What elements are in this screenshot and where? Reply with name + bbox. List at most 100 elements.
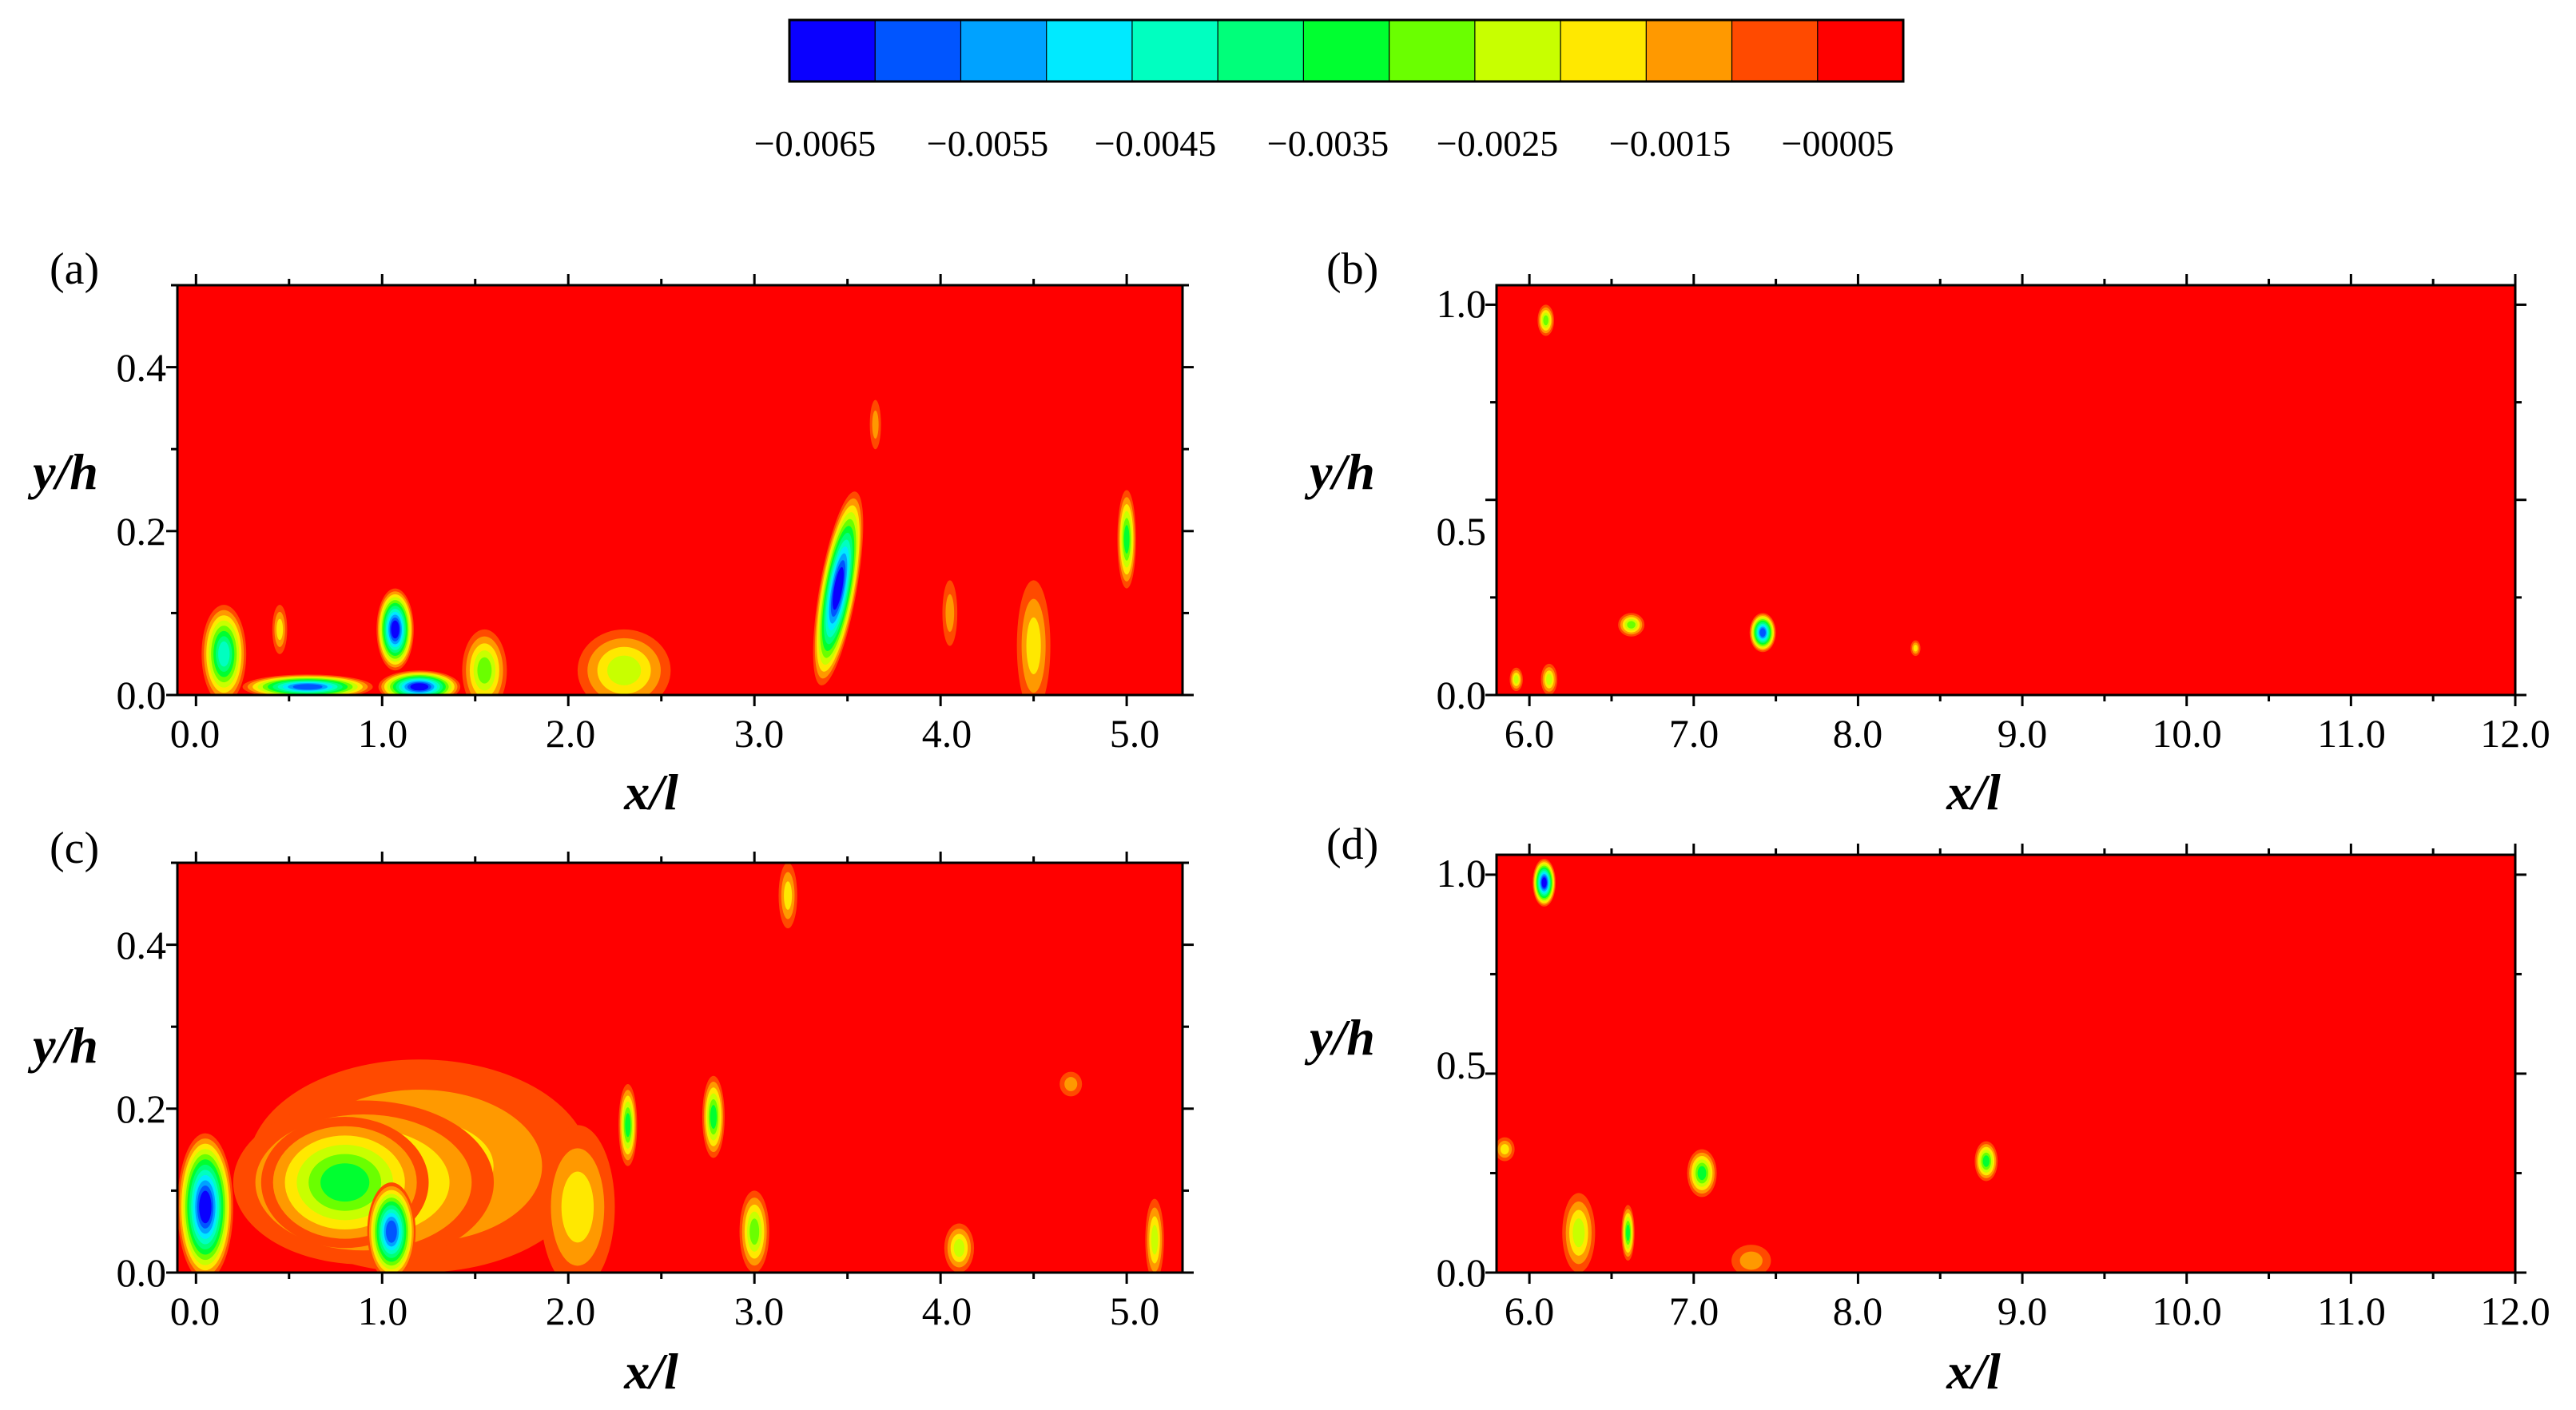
axis-ticks-c [166,852,1194,1284]
colorbar-swatch [1731,19,1819,82]
contour-level [477,657,492,684]
contour-level [1739,1251,1763,1270]
x-axis-title: x/l [1946,1343,2001,1400]
contour-level [1627,621,1636,629]
x-tick-label: 9.0 [1998,711,2048,756]
contour-level [1626,1225,1630,1241]
panel-label: (a) [50,244,99,294]
contour-level [1541,877,1547,888]
contour-level [1513,675,1519,684]
x-tick-label: 5.0 [1110,711,1160,756]
contour-level [953,1239,965,1257]
contour-level [391,620,400,639]
y-tick-label: 0.4 [117,923,167,967]
plot-frame-c [176,861,1184,1274]
colorbar-swatch [1131,19,1219,82]
y-tick-label: 0.4 [117,345,167,390]
plot-frame-b [1495,284,2517,697]
contour-level [1026,617,1041,675]
panel-label: (d) [1326,820,1378,869]
x-tick-label: 6.0 [1505,711,1555,756]
colorbar-swatch [1560,19,1648,82]
panel-a: (a) 0.0 1.0 2.0 3.0 4.0 5.0 0.0 0.2 0.4 … [27,244,1194,820]
contour-level [872,410,879,439]
contour-features-c [177,863,1164,1273]
colorbar-swatch [789,19,877,82]
y-tick-label: 0.0 [117,1250,167,1295]
x-axis-title: x/l [1946,764,2001,820]
plot-area-a [177,285,1183,695]
colorbar-tick-label: −0.0025 [1437,123,1558,164]
contour-level [561,1171,594,1243]
contour-level [1546,673,1552,685]
colorbar-swatch [1389,19,1476,82]
x-tick-label: 10.0 [2152,1289,2222,1333]
x-tick-label: 8.0 [1833,1289,1883,1333]
colorbar-border [788,18,1905,83]
colorbar-tick-label: −0.0045 [1095,123,1216,164]
y-tick-label: 0.0 [1437,1250,1487,1295]
y-axis-title: y/h [1304,443,1375,500]
contour-level [1759,628,1766,637]
colorbar-tick-label: −0.0015 [1609,123,1731,164]
contour-level [784,881,793,910]
x-tick-label: 7.0 [1669,1289,1719,1333]
contour-level [1123,525,1130,554]
colorbar-tick-label: −0.0065 [754,123,876,164]
x-tick-label: 1.0 [358,1289,408,1333]
colorbar-tick-label: −0.0035 [1267,123,1389,164]
x-tick-label: 3.0 [734,1289,785,1333]
x-tick-label: 4.0 [922,711,972,756]
contour-level [386,1220,397,1243]
panel-label: (c) [50,824,99,873]
x-tick-label: 2.0 [546,711,596,756]
colorbar-swatch [1474,19,1562,82]
contour-level [1500,1144,1509,1155]
panel-b: (b) 6.0 7.0 8.0 9.0 10.0 11.0 12.0 0.0 0… [1304,244,2550,820]
x-tick-label: 1.0 [358,711,408,756]
axis-ticks-b [1485,274,2526,706]
y-tick-label: 1.0 [1437,281,1487,326]
contour-level [710,1105,718,1130]
colorbar: −0.0065 −0.0055 −0.0045 −0.0035 −0.0025 … [754,18,1905,164]
x-tick-label: 11.0 [2317,1289,2386,1333]
y-axis-title: y/h [27,1017,98,1074]
y-tick-label: 0.5 [1437,1043,1487,1087]
x-tick-label: 2.0 [546,1289,596,1333]
colorbar-swatch [1217,19,1305,82]
plot-frame-a [176,284,1184,697]
y-tick-label: 0.5 [1437,509,1487,554]
colorbar-swatches [789,19,1905,82]
x-tick-label: 11.0 [2317,711,2386,756]
y-tick-label: 0.2 [117,1086,167,1131]
y-tick-label: 1.0 [1437,851,1487,896]
axis-ticks-a [166,274,1194,706]
contour-level [218,641,230,667]
x-tick-label: 4.0 [922,1289,972,1333]
colorbar-tick-labels: −0.0065 −0.0055 −0.0045 −0.0035 −0.0025 … [754,123,1894,164]
plot-area-b [1497,285,2515,695]
colorbar-tick-label: −0.0055 [927,123,1048,164]
plot-frame-d [1495,853,2517,1274]
contour-features-b [1509,304,1921,695]
x-tick-label: 12.0 [2480,711,2550,756]
x-axis-title: x/l [623,764,678,820]
contour-level [1697,1166,1707,1181]
contour-level [945,594,955,632]
contour-level [625,1113,631,1138]
contour-level [410,683,429,691]
contour-level [320,1163,370,1202]
contour-level [199,1190,212,1224]
colorbar-swatch [1817,19,1905,82]
y-tick-label: 0.0 [1437,673,1487,717]
y-tick-label: 0.0 [117,673,167,717]
contour-level [1543,315,1548,326]
panel-c: (c) 0.0 1.0 2.0 3.0 4.0 5.0 0.0 0.2 0.4 … [27,824,1194,1400]
x-tick-label: 10.0 [2152,711,2222,756]
contour-level [1572,1218,1585,1248]
contour-level [292,684,323,690]
colorbar-swatch [1046,19,1134,82]
x-tick-label: 3.0 [734,711,785,756]
x-axis-title: x/l [623,1343,678,1400]
colorbar-swatch [960,19,1047,82]
